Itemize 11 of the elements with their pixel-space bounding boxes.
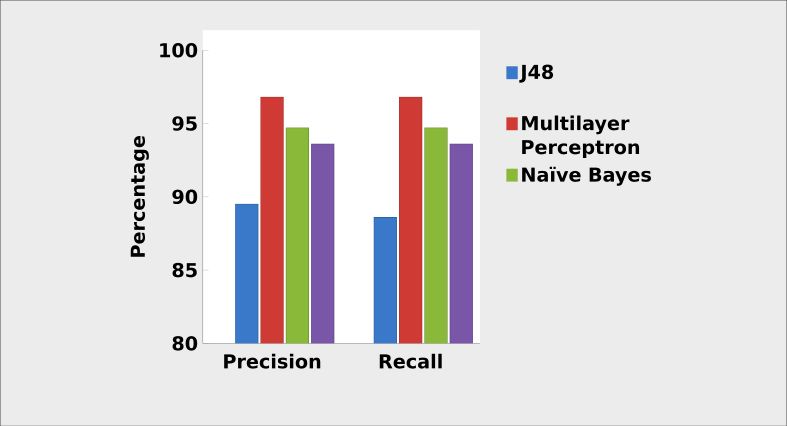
y-tick-label: 100 — [160, 42, 198, 58]
x-tick-label: Recall — [380, 354, 442, 368]
legend-label: Multilayer Perceptron — [522, 115, 640, 158]
y-tick-label: 90 — [172, 189, 198, 204]
y-tick-label: 85 — [172, 262, 197, 278]
y-axis-title: Percentage — [130, 136, 149, 257]
legend-label: Naïve Bayes — [522, 166, 651, 186]
legend-label: J48 — [519, 64, 554, 83]
y-tick-label: 80 — [172, 336, 198, 351]
y-tick-label: 95 — [172, 116, 197, 131]
x-tick-label: Precision — [224, 354, 320, 368]
